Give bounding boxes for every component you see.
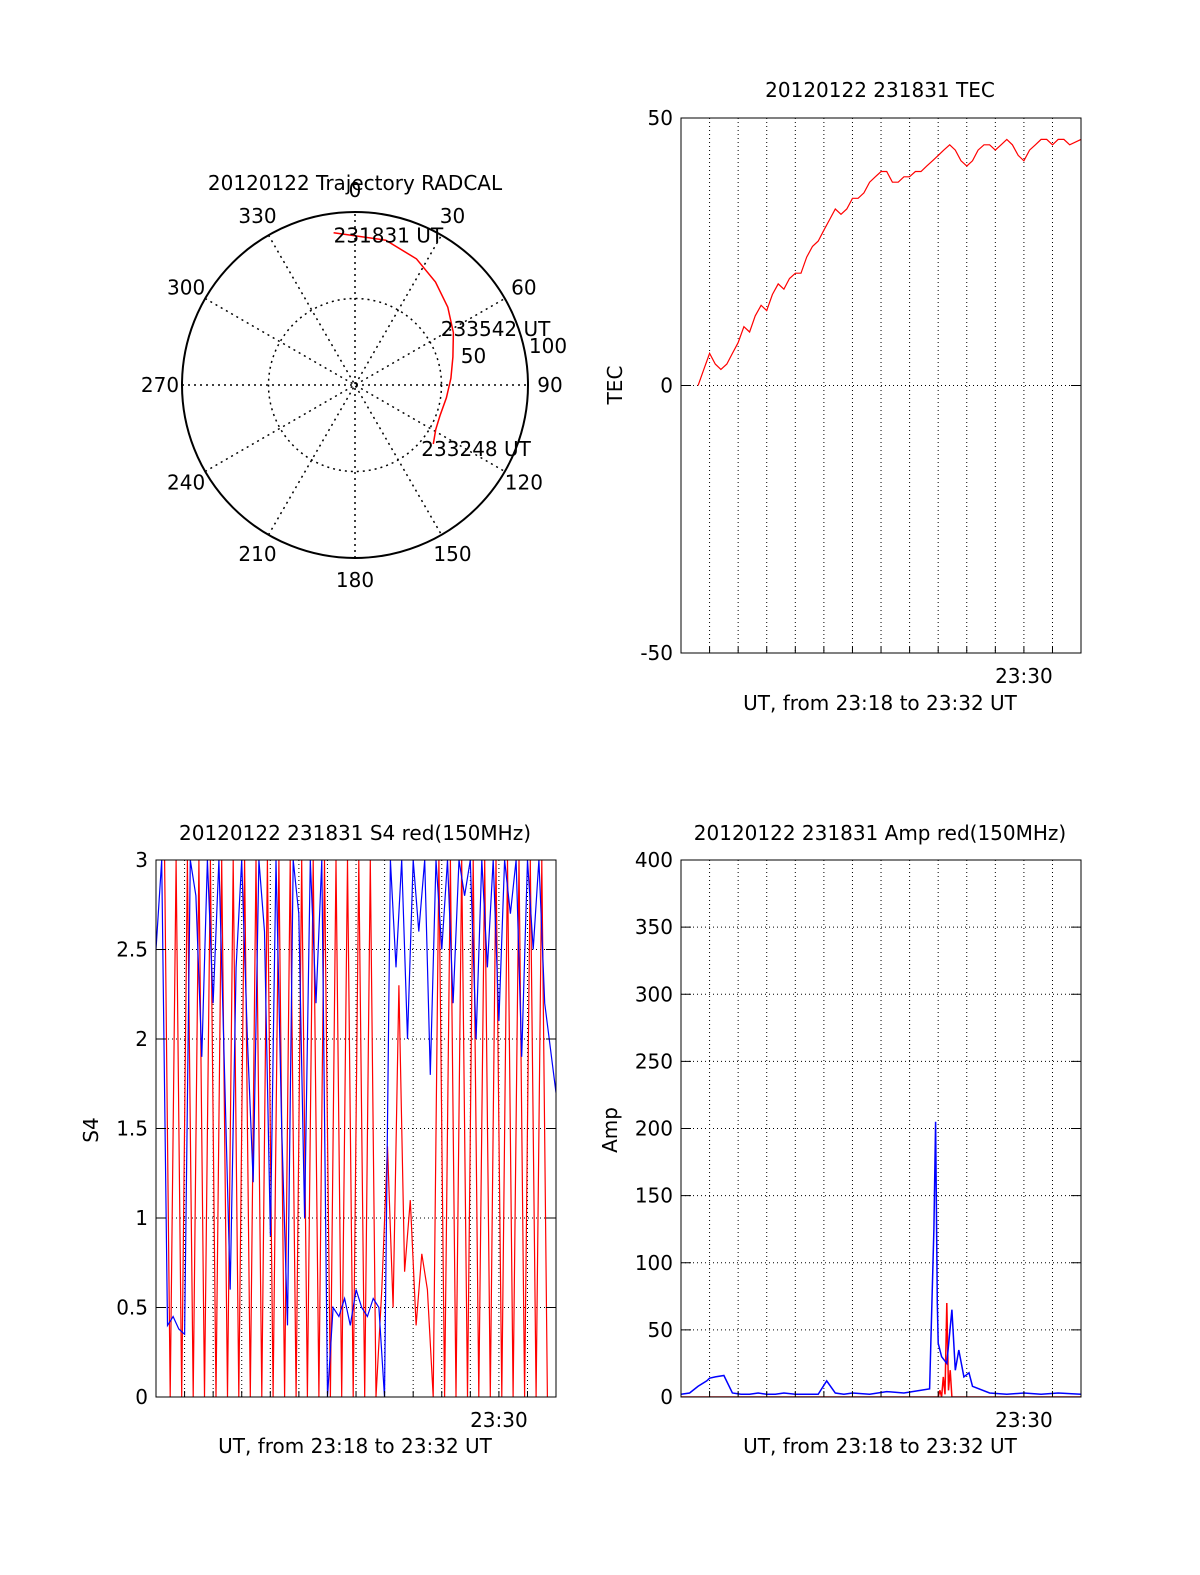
s4-title: 20120122 231831 S4 red(150MHz) <box>179 821 531 845</box>
y-tick-label: 50 <box>648 106 673 130</box>
x-tick-label: 23:30 <box>470 1408 528 1432</box>
s4-xlabel: UT, from 23:18 to 23:32 UT <box>218 1434 493 1458</box>
s4-plot-area: 0 0.5 1 1.5 2 2.5 3 23:30 <box>116 848 557 1432</box>
y-tick-label: 150 <box>635 1184 673 1208</box>
polar-angle-label: 30 <box>440 204 465 228</box>
polar-inner-grid-circle <box>267 297 443 473</box>
polar-time-annotation: 233542 UT <box>441 317 551 341</box>
polar-angle-label: 330 <box>238 204 276 228</box>
polar-angle-label: 150 <box>433 542 471 566</box>
polar-angle-label: 270 <box>141 373 179 397</box>
tec-ylabel: TEC <box>603 366 627 406</box>
y-tick-label: 2 <box>135 1027 148 1051</box>
x-tick-label: 23:30 <box>995 1408 1053 1432</box>
polar-radius-label: 50 <box>461 344 486 368</box>
y-tick-label: 3 <box>135 848 148 872</box>
y-tick-label: 0.5 <box>116 1296 148 1320</box>
polar-angle-label: 0 <box>349 178 362 202</box>
polar-trajectory-panel: 20120122 Trajectory RADCAL 0 30 60 90 120 150… <box>141 171 567 592</box>
polar-plot-area: 0 30 60 90 120 150 180 210 240 270 300 330 50 100 2318… <box>141 178 567 592</box>
y-tick-label: 2.5 <box>116 938 148 962</box>
polar-title: 20120122 Trajectory RADCAL <box>208 171 503 195</box>
s4-panel: 20120122 231831 S4 red(150MHz) UT, from … <box>79 821 557 1458</box>
y-tick-label: 0 <box>660 374 673 398</box>
y-tick-label: 350 <box>635 915 673 939</box>
y-tick-label: 400 <box>635 848 673 872</box>
polar-spoke <box>267 234 443 536</box>
polar-angle-label: 90 <box>537 373 562 397</box>
y-tick-label: 0 <box>135 1385 148 1409</box>
tec-xlabel: UT, from 23:18 to 23:32 UT <box>743 691 1018 715</box>
series-line <box>681 1121 1081 1396</box>
polar-time-annotation: 231831 UT <box>334 224 444 248</box>
y-tick-label: 300 <box>635 982 673 1006</box>
y-tick-label: 1 <box>135 1206 148 1230</box>
polar-angle-label: 180 <box>336 568 374 592</box>
polar-spoke <box>267 234 443 536</box>
y-tick-label: 100 <box>635 1251 673 1275</box>
polar-radius-label: 100 <box>529 334 567 358</box>
y-tick-label: 200 <box>635 1117 673 1141</box>
y-tick-label: 50 <box>648 1318 673 1342</box>
polar-trajectory-line <box>333 231 455 445</box>
polar-spoke <box>204 297 506 473</box>
amp-panel: 20120122 231831 Amp red(150MHz) UT, from… <box>598 821 1082 1458</box>
series-line <box>156 860 556 1397</box>
amp-xlabel: UT, from 23:18 to 23:32 UT <box>743 1434 1018 1458</box>
polar-angle-label: 240 <box>167 471 205 495</box>
amp-title: 20120122 231831 Amp red(150MHz) <box>694 821 1066 845</box>
polar-angle-label: 300 <box>167 276 205 300</box>
series-line <box>697 138 1081 386</box>
tec-panel: 20120122 231831 TEC UT, from 23:18 to 23… <box>603 78 1082 715</box>
polar-angle-label: 120 <box>505 471 543 495</box>
y-tick-label: 250 <box>635 1049 673 1073</box>
polar-spoke <box>204 297 506 473</box>
x-tick-label: 23:30 <box>995 664 1053 688</box>
polar-angle-label: 60 <box>511 276 536 300</box>
series-line <box>681 1302 1081 1397</box>
s4-ylabel: S4 <box>79 1117 103 1142</box>
tec-plot-area: -50 0 50 23:30 <box>640 106 1082 688</box>
amp-ylabel: Amp <box>598 1107 622 1153</box>
polar-angle-label: 210 <box>238 542 276 566</box>
amp-plot-area: 0 50 100 150 200 250 300 350 400 23:30 <box>635 848 1082 1432</box>
y-tick-label: 0 <box>660 1385 673 1409</box>
tec-title: 20120122 231831 TEC <box>765 78 995 102</box>
y-tick-label: -50 <box>640 641 673 665</box>
y-tick-label: 1.5 <box>116 1117 148 1141</box>
series-line <box>164 860 548 1397</box>
polar-time-annotation: 233248 UT <box>421 437 531 461</box>
